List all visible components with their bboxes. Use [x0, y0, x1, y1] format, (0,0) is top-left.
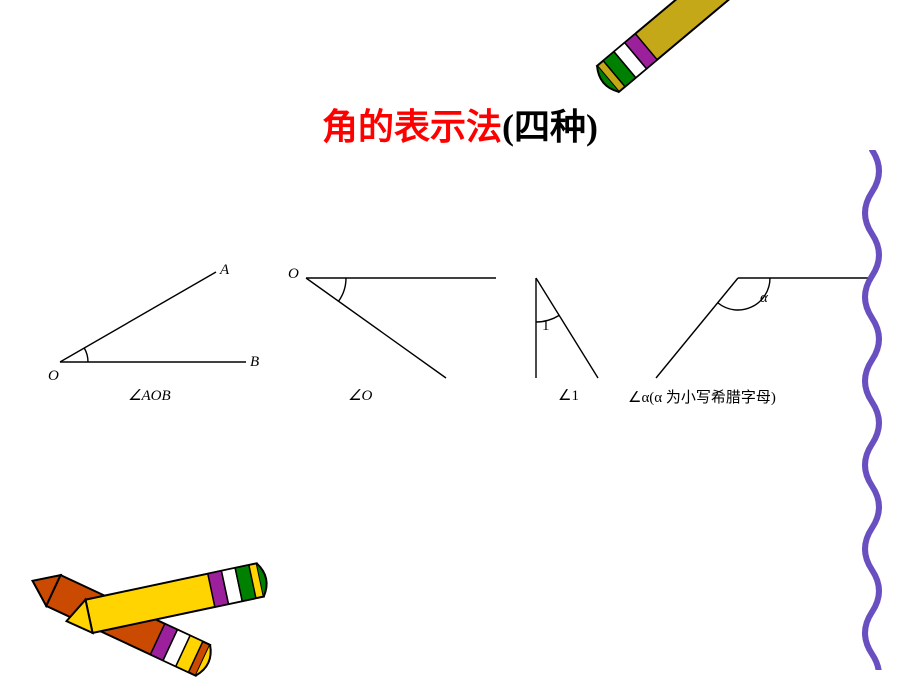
- angle-diagrams: O A B ∠AOB O ∠O 1 ∠1 α ∠α(α 为小写希腊字母): [38, 260, 868, 410]
- d1-label-B: B: [250, 354, 259, 371]
- d3-label-1: 1: [542, 318, 550, 335]
- d4-caption: ∠α(α 为小写希腊字母): [628, 386, 776, 407]
- squiggle-right: [852, 150, 892, 675]
- d2-label-O: O: [288, 266, 299, 283]
- d1-label-A: A: [220, 262, 229, 279]
- d4-label-alpha: α: [760, 290, 768, 307]
- title-black-part: (四种): [502, 107, 598, 147]
- d1-label-O: O: [48, 368, 59, 385]
- d1-caption: ∠AOB: [128, 386, 171, 405]
- d3-caption: ∠1: [558, 386, 579, 405]
- slide-title: 角的表示法(四种): [0, 98, 920, 150]
- d2-caption: ∠O: [348, 386, 372, 405]
- title-red-part: 角的表示法: [322, 107, 502, 147]
